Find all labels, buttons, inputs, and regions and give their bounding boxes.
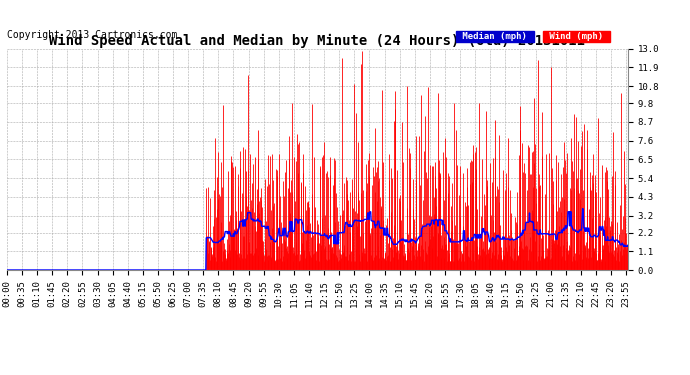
Text: Copyright 2013 Cartronics.com: Copyright 2013 Cartronics.com xyxy=(7,30,177,40)
Text: Wind (mph): Wind (mph) xyxy=(544,32,609,41)
Title: Wind Speed Actual and Median by Minute (24 Hours) (Old) 20131011: Wind Speed Actual and Median by Minute (… xyxy=(50,33,585,48)
Text: Median (mph): Median (mph) xyxy=(457,32,533,41)
